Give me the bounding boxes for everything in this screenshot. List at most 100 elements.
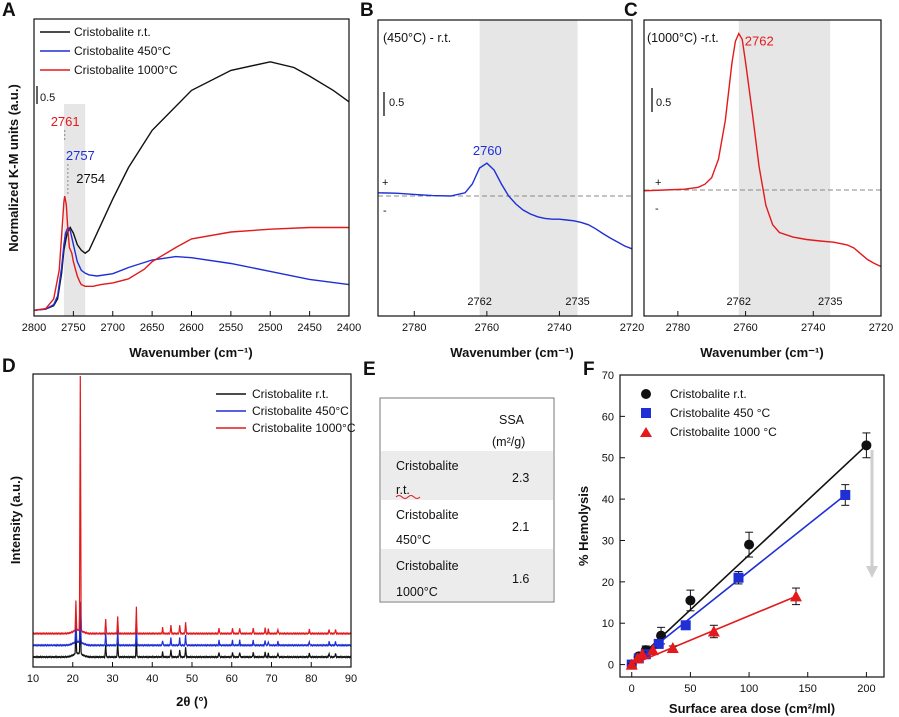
panel-b-x-label: Wavenumber (cm⁻¹) <box>450 345 573 360</box>
difference-spectrum-line <box>377 162 633 250</box>
panel-e: E SSA (m²/g) Cristobalite r.t. 2.3 Crist… <box>363 359 555 603</box>
panel-b-peak-label: 2760 <box>473 143 502 158</box>
panel-a-peak-label-2757: 2757 <box>66 148 95 163</box>
data-point-1000 <box>707 625 720 637</box>
table-header-unit: (m²/g) <box>492 435 525 449</box>
panel-d-x-tick-label: 30 <box>106 673 118 685</box>
panel-f-x-tick-label: 200 <box>857 683 875 695</box>
panel-label-a: A <box>2 0 16 21</box>
table-row-name: 450°C <box>396 533 431 547</box>
panel-f-y-tick-label: 20 <box>602 577 614 589</box>
panel-b-scale-label: 0.5 <box>389 97 404 109</box>
table-row-name: Cristobalite <box>396 559 459 573</box>
panel-b-x-ticks: 2780 2760 2740 2720 <box>402 311 644 334</box>
panel-a-frame <box>33 18 350 317</box>
legend-label-450: Cristobalite 450 °C <box>670 406 771 420</box>
panel-f-y-tick-label: 50 <box>602 453 614 465</box>
legend-label-1000: Cristobalite 1000°C <box>252 421 356 435</box>
panel-a-x-label: Wavenumber (cm⁻¹) <box>129 345 252 360</box>
data-point-450 <box>840 489 851 500</box>
table-row-value: 2.1 <box>512 520 529 534</box>
legend-label-450: Cristobalite 450°C <box>252 404 349 418</box>
table-row-shade <box>381 451 553 500</box>
table-row-value: 2.3 <box>512 471 529 485</box>
panel-d-xrd-patterns <box>32 375 352 660</box>
panel-f-y-tick-label: 70 <box>602 370 614 382</box>
panel-d: D 10 20 30 40 50 60 70 80 90 Cristobalite r.t. C… <box>2 356 357 709</box>
xrd-pattern-450 <box>32 601 352 648</box>
data-point-rt <box>861 440 872 451</box>
legend-marker-450 <box>641 408 651 418</box>
legend-label-rt: Cristobalite r.t. <box>670 387 747 401</box>
table-row-shade <box>381 549 553 601</box>
panel-d-x-tick-label: 80 <box>305 673 317 685</box>
data-point-450 <box>680 620 691 631</box>
panel-a-scale-label: 0.5 <box>40 92 55 104</box>
panel-a: A 2800 2750 2700 2650 2600 2550 2500 2450 2400 2… <box>2 0 361 360</box>
panel-label-d: D <box>2 356 16 377</box>
panel-label-f: F <box>583 359 595 380</box>
legend-label-rt: Cristobalite r.t. <box>252 387 329 401</box>
difference-spectrum-line <box>643 31 882 268</box>
data-point-rt <box>656 630 667 641</box>
table-row-name: Cristobalite <box>396 508 459 522</box>
panel-b-spectrum <box>377 162 633 250</box>
panel-a-x-tick-label: 2400 <box>337 322 361 334</box>
xrd-pattern-rt <box>32 609 352 660</box>
panel-f-y-tick-label: 40 <box>602 494 614 506</box>
spectrum-line-450 <box>33 226 350 311</box>
panel-a-x-tick-label: 2500 <box>258 322 282 334</box>
data-point-rt <box>685 595 696 606</box>
panel-d-x-tick-label: 10 <box>27 673 39 685</box>
panel-f-x-tick-label: 150 <box>799 683 817 695</box>
panel-f-x-label: Surface area dose (cm²/ml) <box>669 701 835 716</box>
panel-b-shaded-band <box>479 20 578 316</box>
panel-d-x-tick-label: 40 <box>146 673 158 685</box>
data-point-450 <box>653 638 664 649</box>
panel-f-x-tick-label: 50 <box>684 683 696 695</box>
panel-label-b: B <box>360 0 374 21</box>
data-point-1000 <box>790 590 802 602</box>
panel-a-y-label: Normalized K-M units (a.u.) <box>6 84 21 252</box>
legend-marker-1000 <box>640 427 652 437</box>
panel-c-x-tick-label: 2760 <box>733 322 757 334</box>
panel-b-minus-sign: - <box>383 205 387 217</box>
spectrum-line-1000 <box>33 195 349 311</box>
panel-a-x-tick-label: 2650 <box>140 322 164 334</box>
panel-b-title: (450°C) - r.t. <box>383 31 451 45</box>
panel-c-title: (1000°C) -r.t. <box>647 31 719 45</box>
panel-a-x-tick-label: 2600 <box>179 322 203 334</box>
data-point-450 <box>733 572 744 583</box>
panel-b: B 2780 2760 2740 2720 2760 (450°C) - r.t. 0… <box>360 0 644 360</box>
legend-label-1000: Cristobalite 1000°C <box>74 63 178 77</box>
panel-a-x-tick-label: 2550 <box>219 322 243 334</box>
legend-label-1000: Cristobalite 1000 °C <box>670 425 777 439</box>
table-header-ssa: SSA <box>499 413 525 427</box>
panel-d-x-ticks: 10 20 30 40 50 60 70 80 90 <box>27 662 357 685</box>
panel-d-x-label: 2θ (°) <box>176 694 208 709</box>
panel-c-x-label: Wavenumber (cm⁻¹) <box>700 345 823 360</box>
panel-b-x-tick-label: 2780 <box>402 322 426 334</box>
data-point-1000 <box>646 644 659 656</box>
table-row-name: 1000°C <box>396 585 438 599</box>
panel-b-x-tick-label: 2720 <box>620 322 644 334</box>
panel-a-peak-label-2761: 2761 <box>51 114 80 129</box>
panel-f-legend: Cristobalite r.t. Cristobalite 450 °C Cr… <box>640 387 777 439</box>
panel-d-x-tick-label: 50 <box>186 673 198 685</box>
panel-a-spectra <box>33 61 350 311</box>
panel-c-band-label-2735: 2735 <box>818 296 842 308</box>
panel-f-y-tick-label: 10 <box>602 618 614 630</box>
data-point-1000 <box>666 642 679 654</box>
panel-c-minus-sign: - <box>655 203 659 215</box>
panel-a-x-tick-label: 2700 <box>101 322 125 334</box>
panel-a-peak-label-2754: 2754 <box>76 171 105 186</box>
panel-f-data <box>625 432 872 670</box>
panel-c-x-tick-label: 2780 <box>666 322 690 334</box>
panel-f-frame <box>619 374 885 678</box>
legend-label-rt: Cristobalite r.t. <box>74 25 151 39</box>
panel-b-band-label-2735: 2735 <box>565 296 589 308</box>
panel-c-band-label-2762: 2762 <box>727 296 751 308</box>
panel-c-x-tick-label: 2720 <box>869 322 893 334</box>
panel-c-frame <box>643 19 882 317</box>
